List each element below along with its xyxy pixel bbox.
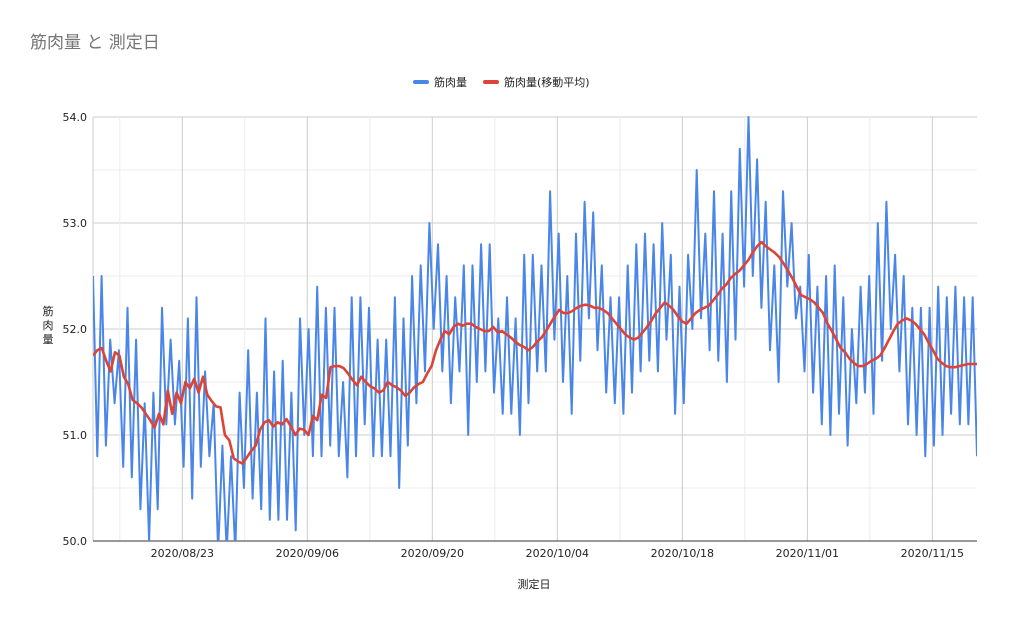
series-line-1 — [93, 116, 977, 541]
series-line-2 — [93, 240, 977, 465]
legend-label-2: 筋肉量(移動平均) — [504, 75, 590, 89]
x-tick-label: 2020/09/06 — [276, 547, 339, 560]
y-axis-title: 筋肉量 — [43, 304, 54, 346]
tick-labels: 50.0 51.0 52.0 53.0 54.0 2020/08/23 2020/09/06… — [63, 111, 965, 560]
legend-item-2: 筋肉量(移動平均) — [483, 75, 590, 89]
y-tick-label: 51.0 — [63, 429, 88, 442]
y-tick-label: 52.0 — [63, 323, 88, 336]
x-tick-label: 2020/10/04 — [526, 547, 589, 560]
x-tick-label: 2020/11/01 — [776, 547, 839, 560]
y-tick-label: 53.0 — [63, 217, 88, 230]
legend-item-1: 筋肉量 — [413, 75, 467, 89]
legend: 筋肉量 筋肉量(移動平均) — [413, 75, 590, 89]
legend-label-1: 筋肉量 — [434, 75, 467, 89]
x-tick-label: 2020/10/18 — [651, 547, 714, 560]
series-layer — [93, 116, 977, 541]
x-tick-label: 2020/11/15 — [901, 547, 964, 560]
x-axis-title: 測定日 — [518, 577, 551, 591]
y-tick-label: 50.0 — [63, 535, 88, 548]
legend-swatch-1 — [413, 80, 429, 84]
chart-title: 筋肉量 と 測定日 — [30, 33, 160, 53]
y-tick-label: 54.0 — [63, 111, 88, 124]
legend-swatch-2 — [483, 80, 499, 84]
x-tick-label: 2020/09/20 — [401, 547, 464, 560]
x-tick-label: 2020/08/23 — [151, 547, 214, 560]
